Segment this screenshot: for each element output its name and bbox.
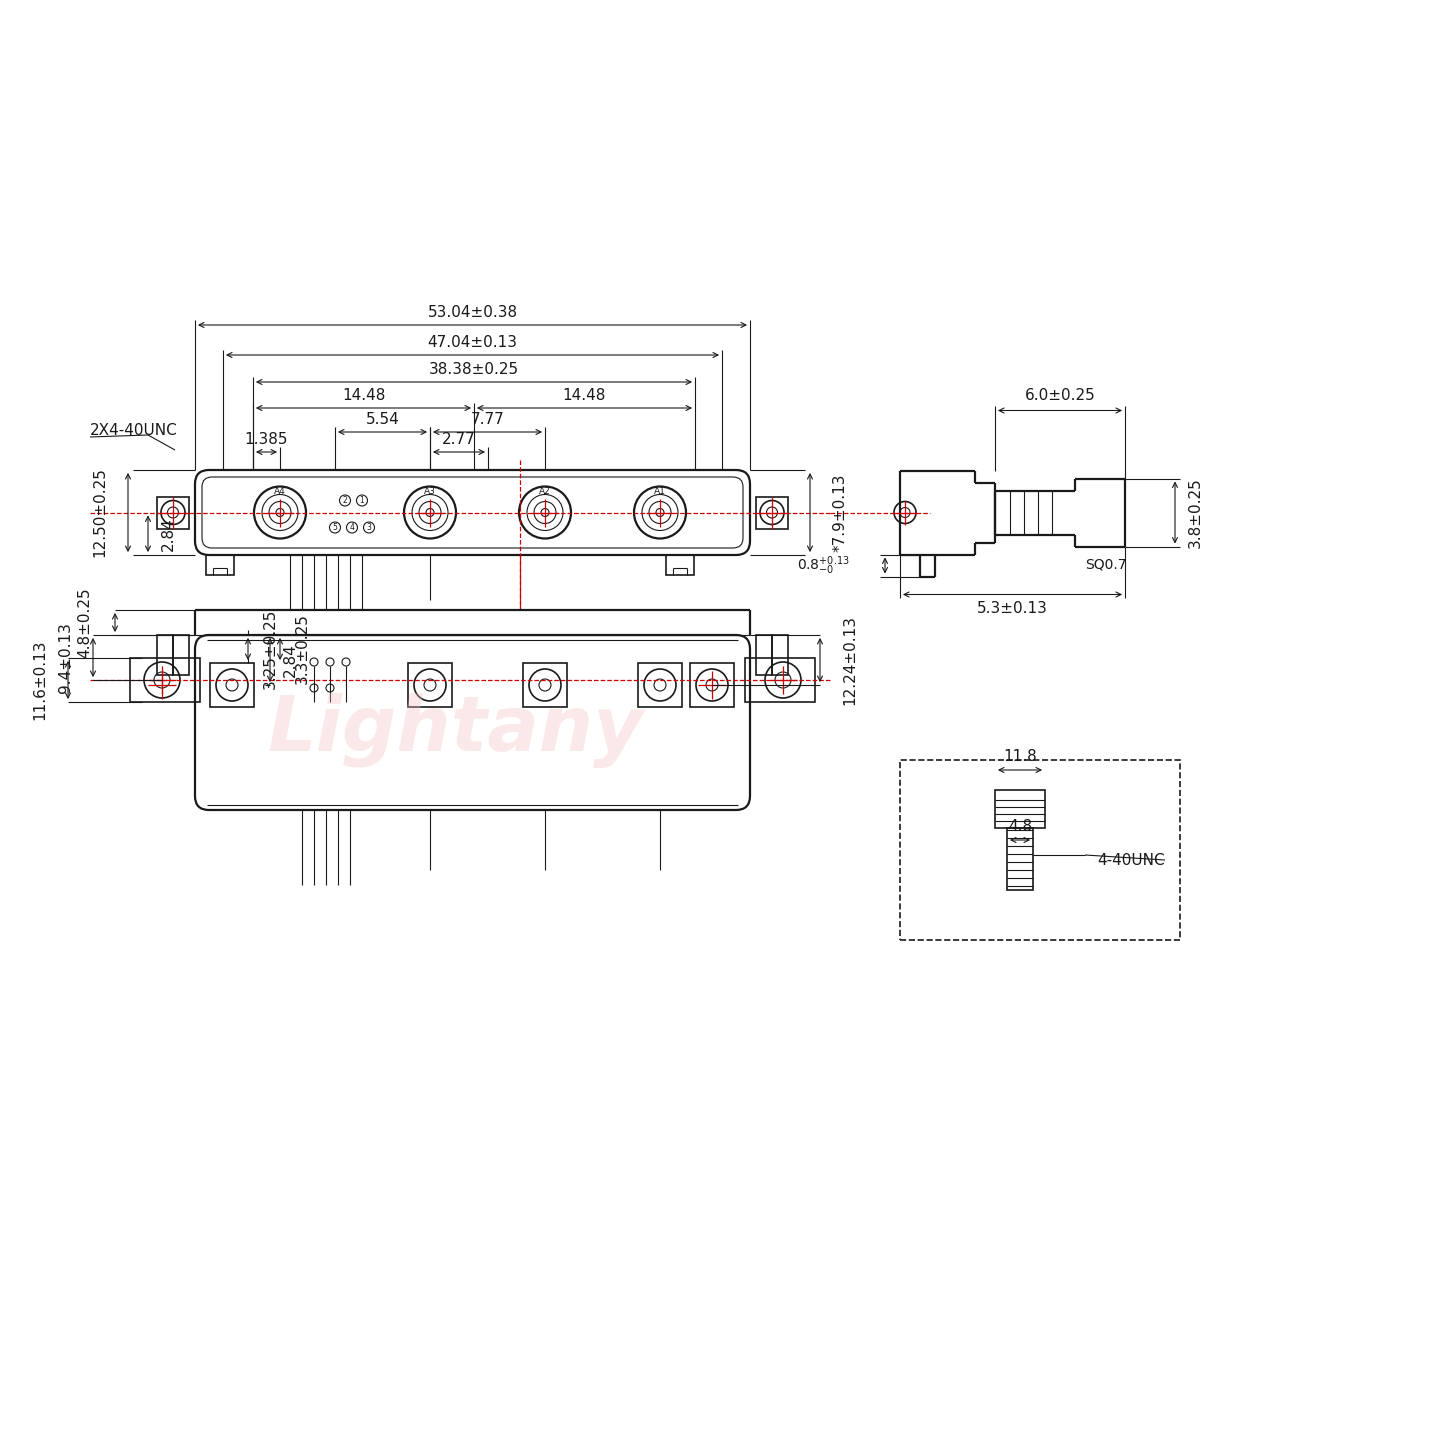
Text: 4.8: 4.8 <box>1008 818 1032 834</box>
Bar <box>995 791 1045 828</box>
Bar <box>638 662 683 707</box>
Bar <box>690 662 734 707</box>
Bar <box>744 658 815 703</box>
Text: *7.9±0.13: *7.9±0.13 <box>832 474 848 552</box>
Text: 4-40UNC: 4-40UNC <box>1097 852 1165 867</box>
Text: 5: 5 <box>333 523 337 531</box>
Text: SQ0.7: SQ0.7 <box>1084 557 1126 572</box>
Text: 2.84: 2.84 <box>282 644 298 677</box>
Bar <box>756 497 788 528</box>
Text: 12.50±0.25: 12.50±0.25 <box>92 468 108 557</box>
Text: 2X4-40UNC: 2X4-40UNC <box>91 422 177 438</box>
Bar <box>1007 828 1032 890</box>
Bar <box>210 662 253 707</box>
Bar <box>157 635 173 675</box>
Text: 3: 3 <box>367 523 372 531</box>
Text: 14.48: 14.48 <box>563 387 606 403</box>
Text: 3.3±0.25: 3.3±0.25 <box>295 613 310 684</box>
Text: 5.54: 5.54 <box>366 412 399 426</box>
Text: 9.4±0.13: 9.4±0.13 <box>58 622 72 693</box>
Text: 5.3±0.13: 5.3±0.13 <box>978 600 1048 616</box>
Bar <box>523 662 567 707</box>
Text: 3.8±0.25: 3.8±0.25 <box>1188 477 1202 547</box>
Text: 11.8: 11.8 <box>1004 749 1037 763</box>
Text: 2.84: 2.84 <box>160 517 176 550</box>
Text: 1.385: 1.385 <box>245 432 288 446</box>
Text: 4: 4 <box>350 523 354 531</box>
Bar <box>173 635 189 675</box>
Bar <box>900 760 1179 940</box>
Text: A4: A4 <box>274 487 287 495</box>
Text: 2.77: 2.77 <box>442 432 475 446</box>
Bar <box>408 662 452 707</box>
Text: 0.8$^{+0.13}_{-0}$: 0.8$^{+0.13}_{-0}$ <box>798 554 850 577</box>
Bar <box>206 554 235 575</box>
Text: 14.48: 14.48 <box>341 387 384 403</box>
Text: 3.25±0.25: 3.25±0.25 <box>262 609 278 690</box>
Bar <box>130 658 200 703</box>
Text: A2: A2 <box>539 487 552 495</box>
Bar <box>772 635 788 675</box>
Text: 1: 1 <box>360 495 364 505</box>
Text: 4.8±0.25: 4.8±0.25 <box>78 588 92 658</box>
Text: 47.04±0.13: 47.04±0.13 <box>428 334 517 350</box>
Text: 2: 2 <box>343 495 347 505</box>
Bar <box>756 635 772 675</box>
Text: A1: A1 <box>654 487 665 495</box>
Text: 7.77: 7.77 <box>471 412 504 426</box>
Bar <box>665 554 694 575</box>
Text: 6.0±0.25: 6.0±0.25 <box>1025 387 1096 403</box>
Text: 38.38±0.25: 38.38±0.25 <box>429 361 518 376</box>
Text: A3: A3 <box>423 487 436 495</box>
Text: 53.04±0.38: 53.04±0.38 <box>428 304 517 320</box>
Text: 11.6±0.13: 11.6±0.13 <box>33 639 48 720</box>
Bar <box>157 497 189 528</box>
Text: 12.24±0.13: 12.24±0.13 <box>842 615 857 706</box>
Text: Lightany: Lightany <box>266 693 642 768</box>
